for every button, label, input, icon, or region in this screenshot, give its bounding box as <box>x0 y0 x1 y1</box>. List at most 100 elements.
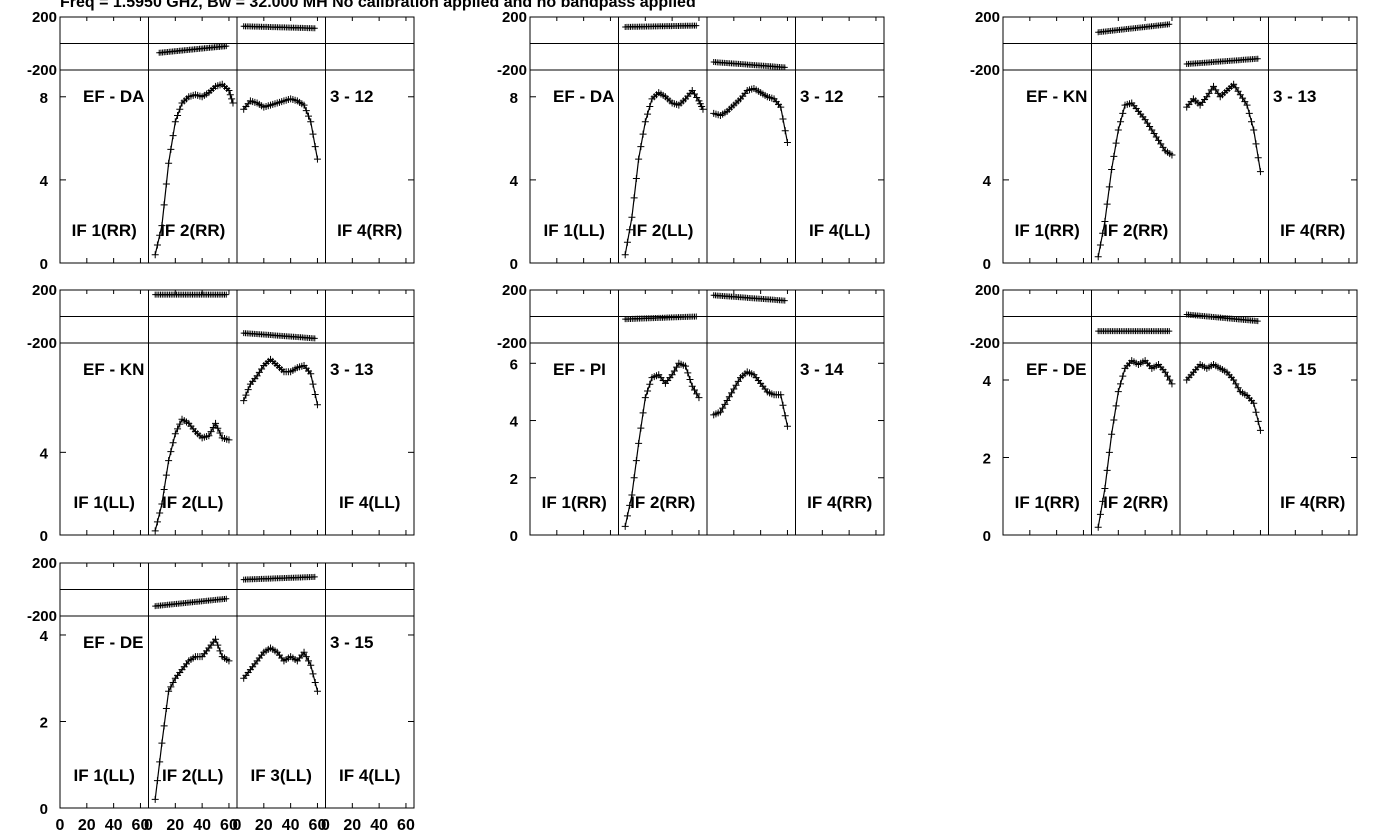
if-label: IF 4(LL) <box>809 221 870 240</box>
phase-point <box>1166 21 1173 28</box>
amp-point <box>684 369 692 377</box>
amp-tick-label: 0 <box>510 528 518 545</box>
amp-point <box>302 107 310 115</box>
amp-point <box>1101 485 1109 492</box>
amp-point <box>153 777 161 785</box>
amp-tick-label: 0 <box>40 256 48 273</box>
amp-point <box>167 448 175 456</box>
x-tick-label: 20 <box>255 817 273 834</box>
if-label: IF 2(RR) <box>160 221 225 240</box>
amp-point <box>156 231 164 239</box>
amp-point <box>725 393 733 401</box>
x-tick-label: 60 <box>132 817 150 834</box>
amp-point <box>734 377 742 385</box>
x-tick-label: 40 <box>370 817 388 834</box>
amp-point <box>151 527 159 535</box>
amp-point <box>309 130 317 138</box>
amp-point <box>626 226 634 234</box>
amp-point <box>646 380 654 388</box>
amp-point <box>1110 152 1118 160</box>
amp-point <box>1230 376 1238 384</box>
amp-point <box>174 425 182 433</box>
baseline-panel: 200 -200 4 2 0 EF - DE 3 - 15 IF 1(RR) IF 2(RR) I… <box>970 282 1358 545</box>
phase-tick-label: -200 <box>497 335 527 352</box>
x-tick-label: 0 <box>233 817 242 834</box>
if-label: IF 1(LL) <box>74 493 135 512</box>
amp-point <box>242 391 250 399</box>
scan-label: 3 - 12 <box>330 87 373 106</box>
amp-point <box>214 641 222 649</box>
amp-point <box>1245 109 1253 117</box>
amp-point <box>1254 417 1262 425</box>
amp-point <box>1094 523 1102 531</box>
amp-point <box>777 391 785 399</box>
amp-series-line <box>713 371 789 427</box>
amp-point <box>719 404 727 412</box>
amp-point <box>1256 426 1264 434</box>
amp-point <box>160 722 168 730</box>
if-label: IF 4(RR) <box>1280 493 1345 512</box>
phase-tick-label: -200 <box>970 62 1000 79</box>
amp-point <box>153 241 161 249</box>
scan-label: 3 - 13 <box>330 360 373 379</box>
amp-point <box>632 457 640 465</box>
amp-point <box>205 432 213 440</box>
amp-point <box>1096 510 1104 518</box>
if-label: IF 1(RR) <box>1015 493 1080 512</box>
amp-point <box>169 679 177 687</box>
if-label: IF 2(RR) <box>1103 493 1168 512</box>
amp-point <box>165 457 173 465</box>
if-label: IF 4(RR) <box>807 493 872 512</box>
phase-point <box>693 22 700 29</box>
x-tick-label: 20 <box>78 817 96 834</box>
x-tick-label: 60 <box>397 817 415 834</box>
if-label: IF 1(LL) <box>74 766 135 785</box>
amp-point <box>628 213 636 221</box>
baseline-panel: 200 -200 8 4 0 EF - DA 3 - 12 IF 1(LL) IF 2(LL) I… <box>497 9 885 273</box>
amp-tick-label: 4 <box>40 445 49 462</box>
amp-point <box>1110 416 1118 424</box>
amp-point <box>1168 151 1176 159</box>
x-tick-label: 60 <box>309 817 327 834</box>
amp-series-line <box>243 358 319 405</box>
amp-point <box>721 400 729 408</box>
amp-point <box>730 385 738 393</box>
amp-point <box>171 430 179 438</box>
amp-point <box>209 424 217 432</box>
amp-point <box>1101 217 1109 225</box>
phase-tick-label: -200 <box>27 608 57 625</box>
amp-point <box>162 705 170 713</box>
if-label: IF 1(LL) <box>544 221 605 240</box>
amp-point <box>1119 109 1127 117</box>
amp-point <box>300 101 308 109</box>
amp-point <box>229 99 237 107</box>
scan-label: 3 - 15 <box>1273 360 1316 379</box>
amp-point <box>639 409 647 417</box>
amp-point <box>673 363 681 371</box>
amp-point <box>637 424 645 432</box>
amp-point <box>300 648 308 656</box>
baseline-label: EF - KN <box>83 360 144 379</box>
if-label: IF 2(RR) <box>1103 221 1168 240</box>
amp-point <box>621 522 629 530</box>
amp-point <box>212 635 220 643</box>
if-label: IF 2(RR) <box>630 493 695 512</box>
amp-point <box>214 424 222 432</box>
amp-point <box>1099 229 1107 237</box>
amp-point <box>176 420 184 428</box>
amp-point <box>1103 466 1111 474</box>
amp-point <box>644 110 652 118</box>
phase-point <box>1254 55 1261 62</box>
phase-point <box>311 573 318 580</box>
amp-point <box>1117 380 1125 388</box>
amp-point <box>305 112 313 120</box>
phase-point <box>1254 318 1261 325</box>
amp-point <box>151 251 159 259</box>
amp-point <box>207 428 215 436</box>
phase-tick-label: -200 <box>970 335 1000 352</box>
amp-point <box>1094 253 1102 261</box>
amp-point <box>165 159 173 167</box>
amp-point <box>228 95 236 103</box>
if-label: IF 1(RR) <box>72 221 137 240</box>
